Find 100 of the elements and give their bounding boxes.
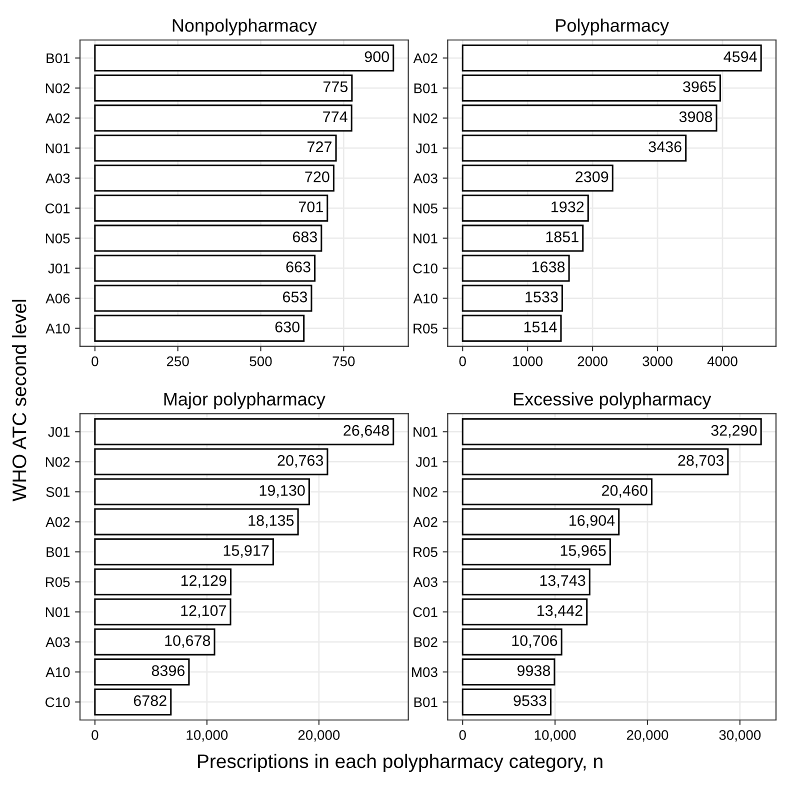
bar [94,628,216,656]
data-label: 683 [292,231,317,242]
data-label: 15,917 [224,545,269,558]
bar [462,254,570,282]
data-label: 9938 [517,665,550,676]
x-tick-label: 4000 [707,356,738,366]
data-label: 13,743 [540,575,586,588]
y-tick-label: A02 [46,113,70,124]
y-tick-label: N02 [414,113,438,124]
x-tick-label: 250 [166,356,189,366]
chart-title: Polypharmacy [556,18,670,36]
chart-title: Major polypharmacy [164,392,326,410]
bar [94,508,299,536]
bar [94,448,328,476]
bar [94,104,352,132]
bar [94,598,232,626]
bar [94,658,190,686]
data-label: 1638 [532,262,565,272]
bar [94,314,305,342]
y-tick-label: N02 [414,487,438,497]
y-tick-label: S01 [46,487,70,497]
data-label: 6782 [134,695,166,706]
y-tick-label: B02 [414,637,438,648]
bar [462,598,588,626]
y-tick-label: R05 [414,324,438,334]
bar [462,658,556,686]
data-label: 701 [298,201,323,212]
bar [462,134,687,162]
y-tick-label: C01 [413,607,438,618]
y-tick-label: A03 [413,173,438,184]
data-label: 32,290 [711,424,757,438]
data-label: 1533 [526,292,558,302]
x-tick-label: 0 [92,730,98,740]
bar [462,104,718,132]
bar [94,134,337,162]
bar [94,478,310,506]
y-tick-label: B01 [414,83,438,94]
bar [94,224,322,252]
bar [94,538,274,566]
data-label: 8396 [152,665,185,676]
y-tick-label: A10 [46,667,70,678]
y-tick-label: A02 [413,53,438,64]
y-tick-label: A06 [46,294,70,304]
y-tick-label: J01 [416,457,438,467]
data-label: 16,904 [570,515,615,528]
data-label: 12,129 [181,575,226,588]
data-label: 12,107 [181,605,226,618]
y-tick-label: N01 [414,427,438,437]
bar [462,568,590,596]
bar [94,568,232,596]
y-tick-label: R05 [414,547,438,557]
y-tick-label: M03 [412,667,438,678]
bar [462,688,552,716]
bar [94,164,334,192]
bar [462,448,729,476]
data-label: 20,763 [278,455,324,468]
x-tick-label: 0 [459,730,466,740]
bar [462,628,562,656]
data-label: 663 [286,262,310,272]
y-tick-label: A03 [46,637,70,648]
data-label: 1851 [546,231,578,242]
bar [462,478,652,506]
y-tick-label: N05 [414,204,438,214]
bar [94,254,316,282]
y-tick-label: A02 [46,517,70,527]
data-label: 18,135 [248,515,294,528]
bar [94,284,312,312]
y-tick-label: J01 [416,143,438,154]
data-label: 20,460 [602,485,648,498]
bar [462,314,562,342]
x-tick-label: 10,000 [534,730,576,742]
bar [462,224,584,252]
x-tick-label: 750 [332,356,355,366]
data-label: 900 [364,51,390,62]
data-label: 4594 [724,51,757,62]
y-tick-label: N02 [46,83,70,94]
y-tick-label: C10 [46,697,70,708]
y-tick-label: J01 [48,427,70,437]
data-label: 3965 [683,81,716,92]
y-tick-label: C01 [46,204,70,214]
data-label: 10,706 [512,635,558,648]
data-label: 13,442 [538,605,582,618]
x-tick-label: 30,000 [719,730,761,742]
x-tick-label: 0 [459,356,466,366]
data-label: 3436 [648,141,682,152]
bar [94,194,328,222]
data-label: 2309 [576,171,608,182]
bar [94,44,394,72]
y-tick-label: A02 [413,517,438,527]
y-tick-label: A03 [413,577,438,588]
data-label: 720 [305,171,330,182]
data-label: 19,130 [260,485,305,498]
bar [462,194,589,222]
y-tick-label: C10 [413,264,438,274]
bar [462,284,563,312]
y-tick-label: N01 [46,607,70,618]
data-label: 3908 [679,111,712,122]
x-tick-label: 20,000 [298,730,340,742]
x-tick-label: 1000 [513,356,542,366]
y-tick-label: B01 [414,697,438,708]
